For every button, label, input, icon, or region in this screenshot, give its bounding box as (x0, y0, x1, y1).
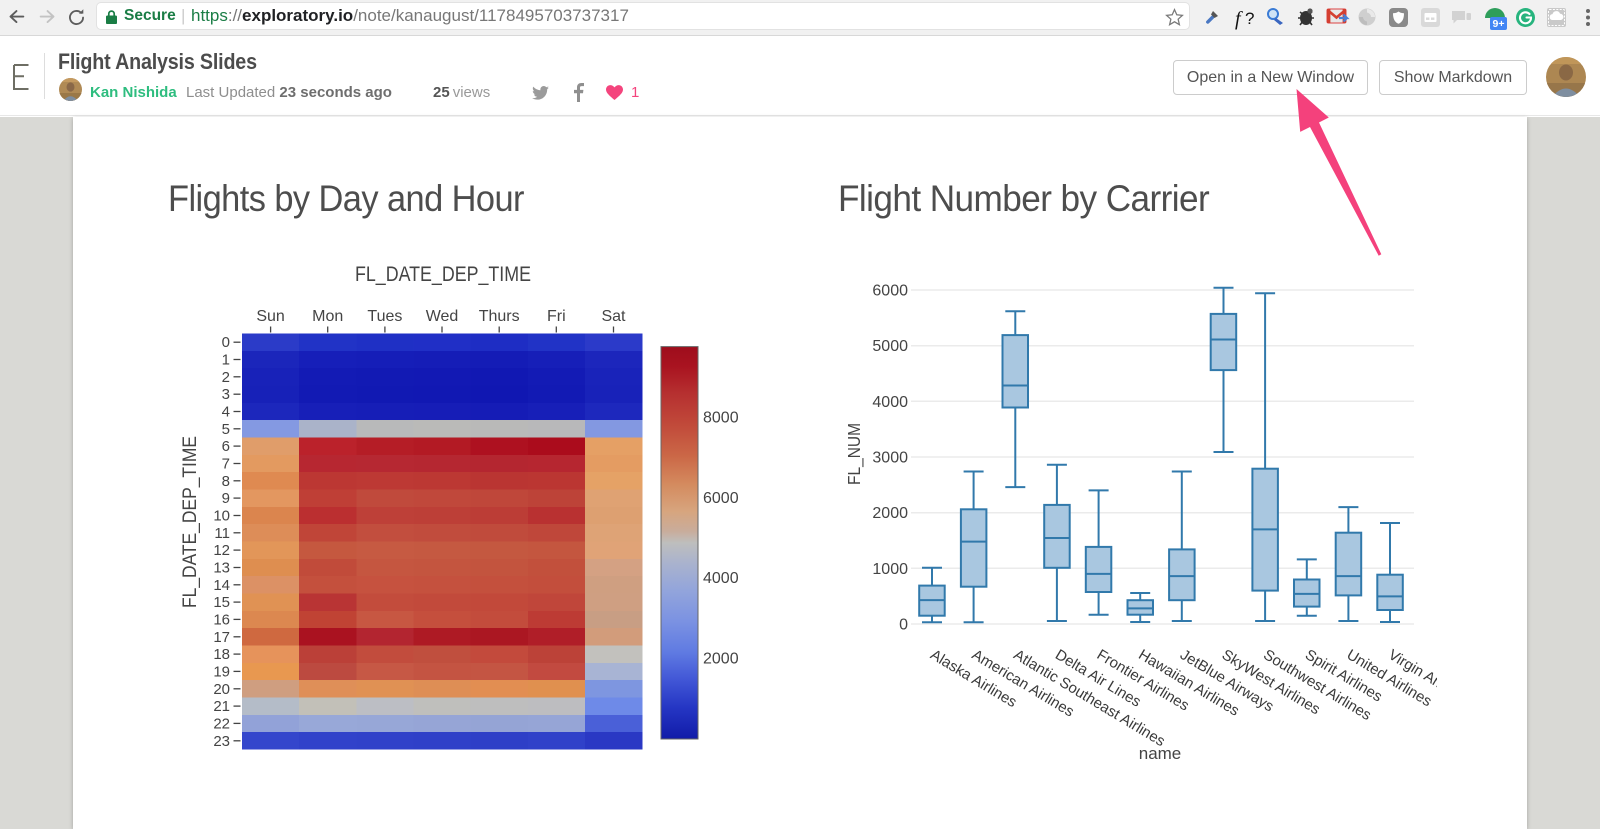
svg-text:2000: 2000 (872, 505, 908, 522)
svg-text:1000: 1000 (872, 561, 908, 578)
svg-text:23: 23 (213, 733, 230, 750)
svg-text:4000: 4000 (703, 570, 739, 587)
svg-text:5: 5 (222, 421, 230, 438)
svg-text:FL_DATE_DEP_TIME: FL_DATE_DEP_TIME (180, 436, 201, 608)
svg-text:0: 0 (899, 617, 908, 634)
svg-text:4000: 4000 (872, 394, 908, 411)
svg-text:15: 15 (213, 594, 230, 611)
svg-text:11: 11 (214, 525, 230, 542)
svg-text:0: 0 (222, 334, 230, 351)
svg-text:Mon: Mon (312, 308, 343, 325)
svg-text:22: 22 (213, 715, 230, 732)
svg-text:6000: 6000 (703, 490, 739, 507)
svg-text:18: 18 (213, 646, 230, 663)
svg-text:FL_DATE_DEP_TIME: FL_DATE_DEP_TIME (355, 263, 531, 286)
svg-text:5000: 5000 (872, 338, 908, 355)
svg-text:Tues: Tues (367, 308, 402, 325)
svg-text:3: 3 (222, 386, 230, 403)
svg-text:10: 10 (213, 508, 230, 525)
svg-text:14: 14 (213, 577, 230, 594)
svg-text:19: 19 (213, 663, 230, 680)
svg-text:12: 12 (213, 542, 230, 559)
svg-text:8000: 8000 (703, 410, 739, 427)
svg-text:8: 8 (222, 473, 230, 490)
svg-text:name: name (1139, 744, 1182, 763)
svg-text:9: 9 (222, 490, 230, 507)
svg-text:1: 1 (222, 352, 230, 369)
svg-text:21: 21 (213, 698, 230, 715)
svg-text:FL_NUM: FL_NUM (844, 423, 865, 485)
svg-text:Fri: Fri (547, 308, 566, 325)
svg-text:17: 17 (213, 629, 230, 646)
svg-text:2: 2 (222, 369, 230, 386)
svg-text:16: 16 (213, 611, 230, 628)
svg-text:6000: 6000 (872, 283, 908, 300)
svg-text:7: 7 (222, 456, 230, 473)
svg-text:4: 4 (222, 404, 230, 421)
svg-text:Sun: Sun (256, 308, 284, 325)
svg-text:13: 13 (213, 560, 230, 577)
svg-text:3000: 3000 (872, 450, 908, 467)
svg-text:Thurs: Thurs (479, 308, 520, 325)
svg-text:Sat: Sat (601, 308, 626, 325)
svg-text:Wed: Wed (426, 308, 459, 325)
svg-text:20: 20 (213, 681, 230, 698)
svg-text:2000: 2000 (703, 651, 739, 668)
svg-text:6: 6 (222, 438, 230, 455)
